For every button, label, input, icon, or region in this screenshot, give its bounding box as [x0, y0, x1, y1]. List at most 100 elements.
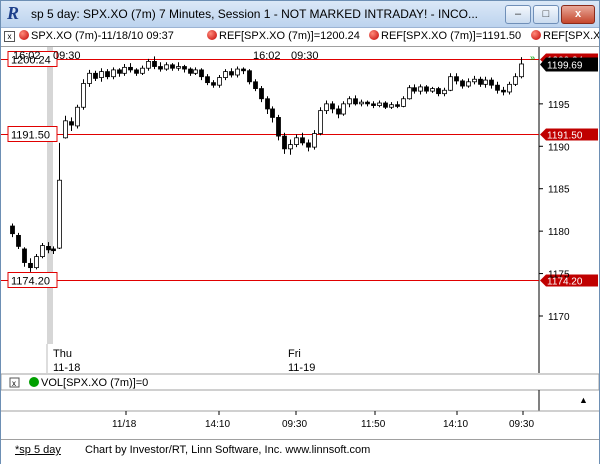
reference-price-tag-label: 1191.50	[547, 131, 583, 142]
candle	[312, 130, 317, 150]
candle-body	[146, 61, 151, 69]
candle-body	[312, 133, 317, 148]
candle-body	[28, 262, 33, 269]
candle-body	[407, 87, 412, 100]
candle-body	[330, 103, 335, 110]
candle	[75, 104, 80, 129]
candle	[330, 101, 335, 114]
candle	[176, 62, 181, 71]
candle-body	[371, 103, 376, 106]
candle-body	[501, 89, 506, 93]
chart-page-tab[interactable]: *sp 5 day	[15, 444, 61, 456]
x-tick-label: 09:30	[509, 419, 534, 430]
candle-body	[495, 84, 500, 91]
candle-body	[276, 117, 281, 137]
candle	[507, 81, 512, 95]
candle-body	[383, 102, 388, 108]
title-bar[interactable]: R sp 5 day: SPX.XO (7m) 7 Minutes, Sessi…	[1, 1, 599, 28]
candle-body	[176, 66, 181, 69]
candle	[117, 68, 122, 77]
candle	[128, 63, 133, 73]
candle-body	[395, 104, 400, 107]
candle	[401, 96, 406, 108]
close-button[interactable]: x	[561, 5, 595, 24]
candle	[448, 73, 453, 92]
close-pane-icon[interactable]	[9, 377, 20, 388]
status-bar: *sp 5 day Chart by Investor/RT, Linn Sof…	[1, 439, 599, 464]
candle	[34, 254, 39, 270]
candle-body	[513, 76, 518, 85]
candle	[105, 69, 110, 80]
maximize-button[interactable]: □	[533, 5, 559, 24]
candle-body	[87, 72, 92, 84]
current-price-arrow-icon: »	[530, 53, 535, 63]
candle	[51, 246, 56, 255]
candle	[377, 100, 382, 108]
candle-body	[57, 179, 62, 249]
candle-body	[158, 66, 163, 70]
candle	[217, 75, 222, 88]
candle	[483, 76, 488, 88]
candle	[46, 242, 51, 254]
candle	[436, 86, 441, 97]
candle-body	[99, 71, 104, 78]
candle	[371, 101, 376, 109]
candle-body	[336, 108, 341, 115]
legend-ref-1[interactable]: REF[SPX.XO (7m)]=1200.24	[207, 30, 360, 42]
candle-body	[40, 245, 45, 257]
x-tick-label: 09:30	[282, 419, 307, 430]
candle	[223, 69, 228, 81]
candle	[288, 139, 293, 155]
y-tick-label: 1170	[548, 312, 570, 323]
candle-body	[182, 66, 187, 70]
y-tick-label: 1175	[548, 270, 570, 281]
candle-body	[34, 256, 39, 269]
legend-ref-3[interactable]: REF[SPX.XO (7	[531, 30, 599, 42]
y-tick-label: 1195	[548, 100, 570, 111]
current-price-tag	[540, 57, 598, 72]
candle-body	[122, 66, 127, 74]
candle	[276, 114, 281, 141]
current-price-label: 1199.69	[547, 61, 583, 72]
candle-body	[51, 248, 56, 252]
reference-price-tag-label: 1174.20	[547, 277, 583, 288]
candle	[489, 77, 494, 89]
reference-price-tag	[540, 128, 598, 141]
candle	[454, 73, 459, 85]
candle	[265, 96, 270, 115]
candle-body	[353, 98, 358, 105]
minimize-button[interactable]: –	[505, 5, 531, 24]
legend-series[interactable]: x SPX.XO (7m)-11/18/10 09:37	[4, 30, 174, 42]
candle	[247, 69, 252, 85]
legend-ref-1-label: REF[SPX.XO (7m)]=1200.24	[219, 30, 360, 42]
candle-body	[472, 78, 477, 83]
candle-body	[341, 103, 346, 115]
candle	[472, 75, 477, 85]
scroll-up-icon[interactable]: ▲	[579, 395, 588, 405]
candle-body	[448, 76, 453, 91]
candle	[235, 66, 240, 78]
candle-body	[211, 82, 216, 86]
candle-body	[359, 101, 364, 105]
day-label: Thu	[53, 348, 72, 360]
candle	[495, 81, 500, 94]
candle-body	[10, 225, 15, 235]
candle-body	[117, 69, 122, 74]
candle-body	[418, 86, 423, 92]
candle	[63, 115, 68, 139]
candle-body	[306, 142, 311, 148]
volume-legend-bar	[1, 373, 599, 391]
candle	[347, 96, 352, 108]
candle-body	[507, 83, 512, 93]
price-chart[interactable]: 1200.241200.241191.501191.501174.201174.…	[1, 1, 599, 439]
candle	[205, 74, 210, 86]
legend-ref-2[interactable]: REF[SPX.XO (7m)]=1191.50	[369, 30, 521, 42]
x-tick-label: 11:50	[361, 419, 386, 430]
session-time-label: 09:30	[53, 50, 81, 62]
volume-pane[interactable]: x VOL[SPX.XO (7m)]=0 ▲	[1, 373, 599, 412]
close-pane-icon[interactable]: x	[4, 31, 15, 42]
candle-body	[460, 80, 465, 87]
candle-body	[140, 67, 145, 74]
candle	[152, 56, 157, 70]
